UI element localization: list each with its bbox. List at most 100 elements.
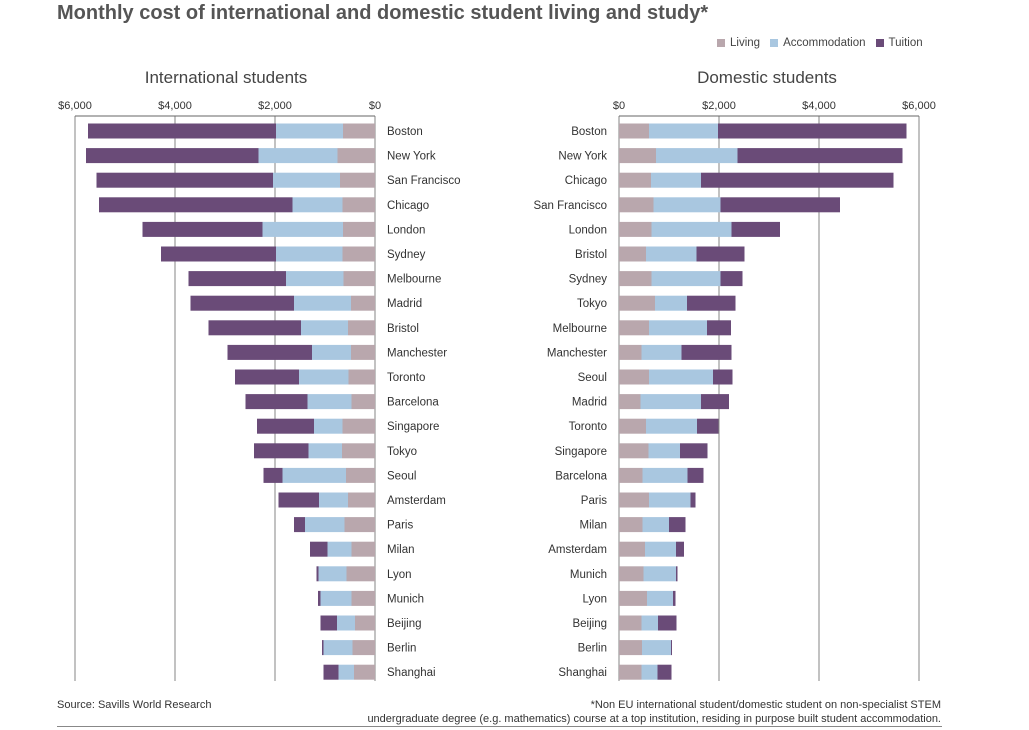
dom-bar-tuition [713,369,733,385]
dom-bar-tuition [718,123,907,139]
intl-category-label: Amsterdam [387,495,446,507]
dom-bar-accommodation [642,517,669,533]
dom-bar-living [619,295,655,311]
legend-label-tuition: Tuition [888,37,923,49]
intl-bar-living [342,443,375,459]
dom-category-label: Milan [580,520,607,532]
dom-bar-tuition [669,517,686,533]
intl-bar-living [348,320,375,336]
intl-category-label: Shanghai [387,667,436,679]
intl-bar-living [348,369,375,385]
dom-bar-living [619,443,649,459]
dom-bar-accommodation [646,418,697,434]
dom-bar-tuition [696,246,745,262]
dom-bar-tuition [671,640,672,656]
intl-category-label: Singapore [387,421,439,433]
dom-bar-accommodation [651,271,721,287]
dom-bar-living [619,615,642,631]
dom-bar-accommodation [655,295,687,311]
intl-bar-tuition [257,418,314,434]
intl-bar-accommodation [262,221,343,237]
dom-bar-tuition [731,221,780,237]
intl-x-tick-label: $6,000 [58,100,92,112]
dom-bar-accommodation [642,640,671,656]
intl-category-label: New York [387,151,436,163]
intl-bar-tuition [96,172,273,188]
dom-bar-tuition [658,615,677,631]
dom-bar-living [619,369,649,385]
dom-bar-accommodation [649,369,713,385]
dom-category-label: Shanghai [558,667,607,679]
dom-bar-accommodation [651,172,701,188]
dom-bar-living [619,467,643,483]
dom-subtitle: Domestic students [697,68,837,87]
dom-bar-tuition [673,590,676,606]
dom-bar-accommodation [649,123,718,139]
intl-x-tick-label: $0 [369,100,381,112]
intl-bar-living [354,664,375,680]
intl-bar-tuition [254,443,309,459]
chart-title: Monthly cost of international and domest… [57,2,709,24]
intl-category-label: Milan [387,544,414,556]
legend: Living Accommodation Tuition [717,37,923,49]
footnote-line-1: *Non EU international student/domestic s… [590,699,941,711]
dom-category-label: Sydney [569,274,608,286]
intl-bar-living [351,541,375,557]
dom-bar-living [619,566,644,582]
dom-bar-tuition [720,197,840,213]
legend-swatch-living [717,39,725,47]
dom-category-label: Boston [571,126,607,138]
dom-bar-tuition [697,418,719,434]
dom-category-label: Madrid [572,397,607,409]
dom-category-label: Toronto [569,421,607,433]
intl-category-label: Berlin [387,643,416,655]
dom-x-tick-label: $2,000 [702,100,736,112]
legend-swatch-accommodation [770,39,779,47]
intl-bar-accommodation [307,394,352,410]
intl-bar-living [351,295,375,311]
intl-bar-tuition [99,197,293,213]
intl-bar-living [337,148,375,164]
intl-bar-tuition [278,492,319,508]
intl-bar-living [346,467,375,483]
dom-bar-living [619,123,649,139]
intl-bar-living [340,172,375,188]
dom-bar-tuition [676,566,678,582]
dom-bar-living [619,148,656,164]
dom-bar-living [619,664,642,680]
dom-bar-accommodation [646,246,697,262]
dom-bar-accommodation [645,541,676,557]
dom-bar-tuition [687,467,704,483]
dom-bar-tuition [687,295,736,311]
intl-bar-tuition [208,320,301,336]
dom-bar-living [619,590,647,606]
intl-bar-tuition [235,369,299,385]
dom-bar-living [619,320,649,336]
intl-bar-living [355,615,375,631]
intl-bar-accommodation [258,148,338,164]
intl-bar-tuition [318,590,321,606]
intl-bar-living [351,590,375,606]
dom-bar-living [619,517,643,533]
footnote-line-2: undergraduate degree (e.g. mathematics) … [367,713,941,725]
intl-bar-accommodation [312,344,351,360]
intl-category-label: London [387,224,425,236]
dom-bar-tuition [737,148,903,164]
dom-category-label: London [569,224,607,236]
dom-category-label: San Francisco [533,200,607,212]
legend-label-living: Living [730,37,761,49]
dom-bar-accommodation [642,467,688,483]
dom-bar-living [619,246,646,262]
legend-item-tuition: Tuition [875,37,923,49]
intl-category-label: Chicago [387,200,429,212]
dom-category-label: Munich [570,569,607,581]
legend-label-accommodation: Accommodation [783,37,866,49]
intl-bar-accommodation [327,541,352,557]
intl-category-label: Madrid [387,298,422,310]
intl-bar-tuition [190,295,294,311]
intl-bar-living [351,344,375,360]
intl-bar-accommodation [276,246,343,262]
dom-bar-accommodation [651,221,732,237]
dom-bar-tuition [720,271,743,287]
